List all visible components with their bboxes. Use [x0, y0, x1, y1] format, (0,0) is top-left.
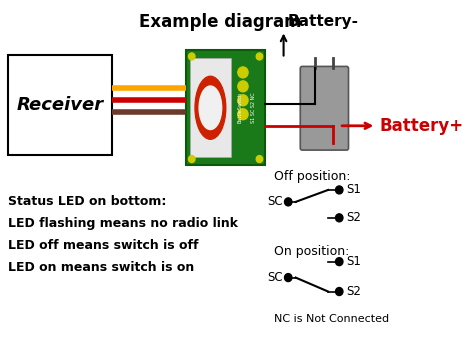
Text: S1 SC S2 NC: S1 SC S2 NC [252, 92, 256, 123]
Text: Status LED on bottom:: Status LED on bottom: [8, 195, 166, 208]
Text: On position:: On position: [274, 245, 350, 258]
Bar [190, 58, 231, 157]
Circle shape [336, 288, 343, 296]
Circle shape [336, 214, 343, 222]
Text: LED flashing means no radio link: LED flashing means no radio link [8, 217, 238, 230]
Circle shape [256, 155, 263, 162]
Circle shape [238, 109, 248, 120]
Text: S1: S1 [346, 184, 362, 196]
Text: LED on means switch is on: LED on means switch is on [8, 261, 194, 274]
Bar [8, 56, 112, 155]
Text: Receiver: Receiver [17, 96, 104, 114]
Text: Battery+: Battery+ [379, 117, 463, 135]
Circle shape [238, 95, 248, 106]
Text: BattleSwitch: BattleSwitch [237, 92, 242, 123]
Text: S1: S1 [346, 255, 362, 268]
Circle shape [238, 67, 248, 78]
Text: LED off means switch is off: LED off means switch is off [8, 239, 199, 252]
Text: SC: SC [267, 195, 283, 209]
Text: Off position:: Off position: [274, 170, 351, 183]
Circle shape [336, 258, 343, 266]
Text: Battery-: Battery- [287, 14, 358, 28]
Ellipse shape [199, 86, 222, 129]
Circle shape [284, 273, 292, 281]
Circle shape [256, 53, 263, 60]
Circle shape [238, 81, 248, 92]
Ellipse shape [195, 76, 226, 139]
FancyBboxPatch shape [300, 66, 348, 150]
Bar [186, 51, 265, 165]
Circle shape [284, 198, 292, 206]
Text: S2: S2 [346, 211, 362, 224]
Circle shape [189, 155, 195, 162]
Text: S2: S2 [346, 285, 362, 298]
Text: SC: SC [267, 271, 283, 284]
Text: NC is Not Connected: NC is Not Connected [274, 314, 390, 324]
Text: Example diagram: Example diagram [139, 12, 302, 31]
Circle shape [336, 186, 343, 194]
Circle shape [189, 53, 195, 60]
